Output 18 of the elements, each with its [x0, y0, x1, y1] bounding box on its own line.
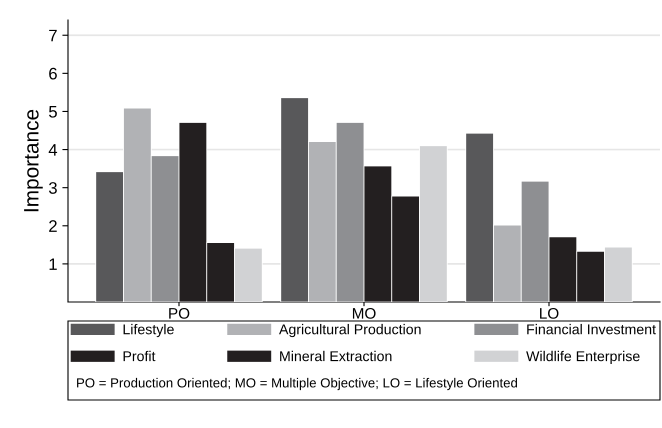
- y-tick-label: 7: [49, 30, 57, 42]
- text: PO = Production Oriented; MO = Multiple Objective; LO = Lifestyle Oriented: [77, 378, 518, 390]
- y-axis-title: Importance: [24, 110, 43, 212]
- y-tick-label: 1: [50, 258, 57, 270]
- x-tick-label: LO: [540, 308, 558, 319]
- legend-label: Wildlife Enterprise: [526, 350, 640, 364]
- legend-label: Lifestyle: [124, 324, 174, 338]
- legend-label: Mineral Extraction: [280, 350, 392, 362]
- x-tick-label: PO: [169, 308, 190, 319]
- legend-label: Profit: [124, 350, 156, 362]
- y-tick-label: 4: [48, 144, 58, 156]
- y-tick-label: 5: [48, 106, 57, 118]
- legend-label: Agricultural Production: [279, 324, 421, 338]
- y-tick-label: 6: [49, 68, 57, 80]
- legend-label: Financial Investment: [527, 324, 656, 334]
- x-tick-label: MO: [352, 308, 376, 319]
- y-tick-label: 3: [48, 182, 57, 194]
- y-tick-label: 2: [49, 220, 57, 232]
